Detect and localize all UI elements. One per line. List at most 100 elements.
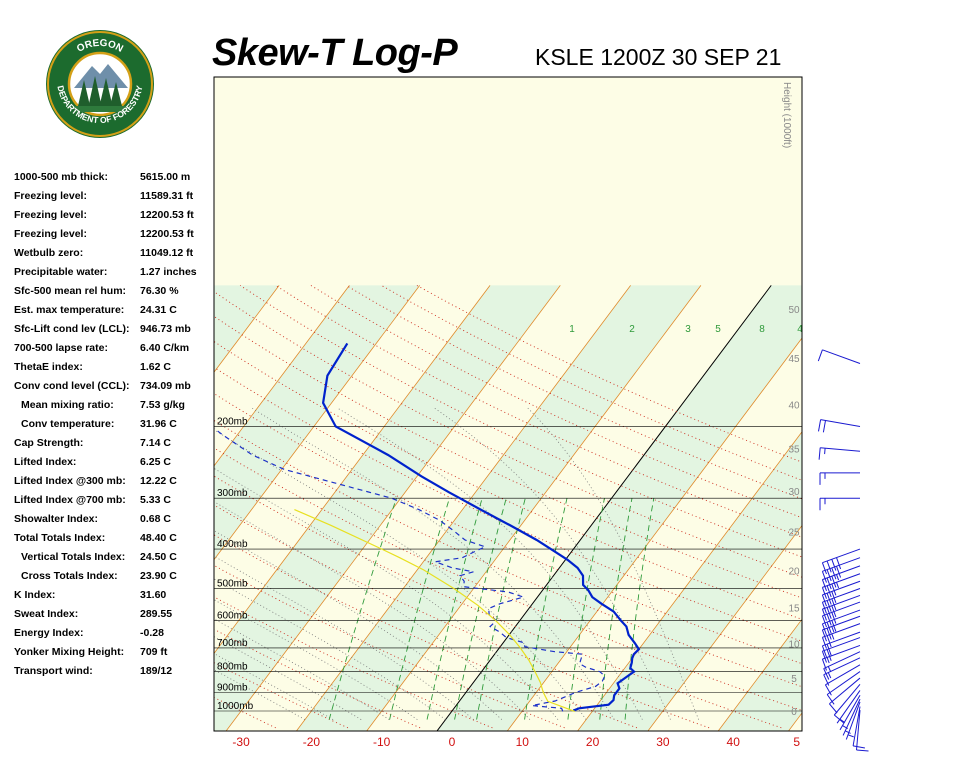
index-label: Cap Strength: bbox=[14, 437, 84, 449]
index-label: ThetaE index: bbox=[14, 361, 83, 373]
index-value: 289.55 bbox=[140, 608, 173, 620]
wind-barb-staff bbox=[839, 695, 861, 731]
height-axis-label: Height (1000ft) bbox=[781, 82, 792, 148]
wind-barb-staff bbox=[822, 580, 861, 596]
wind-barb bbox=[824, 664, 861, 696]
moist-adiabat bbox=[214, 501, 531, 720]
isotherm-line bbox=[506, 337, 802, 731]
index-label: Energy Index: bbox=[14, 627, 84, 639]
wind-barb-flag bbox=[826, 607, 832, 619]
isotherm-line bbox=[0, 285, 209, 743]
wind-barb-half-flag bbox=[831, 626, 835, 633]
moist-adiabat bbox=[336, 407, 643, 720]
wind-barb-flag bbox=[826, 600, 832, 612]
wind-barb-flag bbox=[821, 608, 827, 621]
moist-adiabat bbox=[527, 407, 699, 720]
index-value: 5615.00 m bbox=[140, 171, 191, 183]
index-value: 946.73 mb bbox=[140, 323, 191, 335]
temperature-line bbox=[321, 342, 641, 712]
wind-barb bbox=[826, 671, 861, 705]
x-tick-label: 10 bbox=[516, 735, 530, 749]
index-value: 5.33 C bbox=[140, 494, 171, 506]
isotherm-band bbox=[436, 285, 802, 731]
wind-barb-staff bbox=[822, 623, 861, 638]
wind-barb-staff bbox=[822, 601, 861, 617]
wind-barb-half-flag bbox=[847, 734, 854, 738]
wind-barb-flag bbox=[853, 745, 865, 749]
pressure-level-label: 300mb bbox=[217, 488, 248, 499]
index-label: Lifted Index: bbox=[14, 456, 77, 468]
wind-barb bbox=[821, 573, 861, 599]
dry-adiabat bbox=[214, 628, 421, 729]
height-tick-label: 0 bbox=[791, 707, 797, 718]
isotherm-band bbox=[296, 285, 701, 731]
wind-barb-flag bbox=[831, 559, 837, 571]
wind-barb-staff bbox=[822, 609, 861, 625]
oregon-forestry-logo: OREGON DEPARTMENT OF FORESTRY bbox=[46, 30, 154, 138]
index-value: 734.09 mb bbox=[140, 380, 191, 392]
index-label: Freezing level: bbox=[14, 190, 87, 202]
index-label: Yonker Mixing Height: bbox=[14, 646, 125, 658]
x-tick-label: 20 bbox=[586, 735, 600, 749]
wind-barb-staff bbox=[822, 631, 861, 647]
wind-barb-flag bbox=[821, 602, 827, 614]
wind-barb-staff bbox=[856, 710, 861, 751]
wind-barb-half-flag bbox=[824, 448, 826, 455]
wind-barb-flag bbox=[826, 569, 832, 582]
index-label: Cross Totals Index: bbox=[21, 570, 118, 582]
x-tick-label: 5 bbox=[793, 735, 800, 749]
index-label: Sfc-Lift cond lev (LCL): bbox=[14, 323, 130, 335]
index-label: Total Totals Index: bbox=[14, 532, 106, 544]
wind-barb bbox=[821, 631, 861, 658]
index-value: -0.28 bbox=[140, 627, 164, 639]
index-value: 11049.12 ft bbox=[140, 247, 194, 259]
logo-trees-icon bbox=[78, 76, 122, 108]
isotherm-line bbox=[0, 285, 68, 743]
wind-barb-half-flag bbox=[826, 657, 830, 664]
isotherm-line bbox=[366, 285, 702, 731]
wind-barb-flag bbox=[836, 557, 842, 570]
wind-barb-half-flag bbox=[831, 633, 835, 640]
isotherm-line bbox=[214, 285, 491, 655]
mixing-ratio-line bbox=[524, 498, 568, 720]
wind-barb-staff bbox=[822, 548, 861, 564]
wind-barb-staff bbox=[822, 644, 861, 660]
wind-barb bbox=[821, 588, 861, 614]
wind-barb-flag bbox=[826, 649, 832, 661]
x-tick-label: -20 bbox=[303, 735, 321, 749]
x-tick-label: 30 bbox=[656, 735, 670, 749]
height-tick-label: 15 bbox=[788, 604, 800, 615]
index-label: Showalter Index: bbox=[14, 513, 99, 525]
index-label: Transport wind: bbox=[14, 665, 93, 677]
wind-barb-flag bbox=[829, 703, 838, 714]
wind-barb-flag bbox=[823, 668, 830, 680]
pressure-level-label: 600mb bbox=[217, 611, 248, 622]
wind-barb-flag bbox=[826, 613, 832, 626]
wind-barb-flag bbox=[821, 658, 827, 671]
wind-barb-flag bbox=[821, 645, 827, 658]
index-label: Freezing level: bbox=[14, 228, 87, 240]
pressure-level-label: 800mb bbox=[217, 662, 248, 673]
wind-barb-staff bbox=[823, 651, 861, 670]
wind-barb bbox=[821, 644, 861, 671]
wind-barb-flag bbox=[831, 598, 837, 611]
wind-barb-flag bbox=[821, 637, 827, 649]
index-value: 31.96 C bbox=[140, 418, 177, 430]
height-tick-label: 10 bbox=[788, 639, 800, 650]
wind-barb bbox=[823, 651, 861, 680]
wind-barb-staff bbox=[823, 657, 861, 676]
wind-barb-staff bbox=[845, 701, 861, 740]
dry-adiabat bbox=[214, 366, 802, 642]
wind-barb-flag bbox=[831, 583, 837, 596]
wind-barb-staff bbox=[822, 588, 861, 603]
logo-mountain bbox=[74, 64, 128, 88]
index-label: Precipitable water: bbox=[14, 266, 108, 278]
logo-inner-ring bbox=[67, 51, 133, 117]
index-value: 23.90 C bbox=[140, 570, 177, 582]
pressure-level-label: 1000mb bbox=[217, 701, 254, 712]
wind-barb bbox=[821, 609, 861, 636]
index-value: 709 ft bbox=[140, 646, 168, 658]
wind-barb-flag bbox=[824, 684, 832, 696]
wind-barb bbox=[821, 580, 861, 607]
wind-barb bbox=[823, 657, 861, 686]
